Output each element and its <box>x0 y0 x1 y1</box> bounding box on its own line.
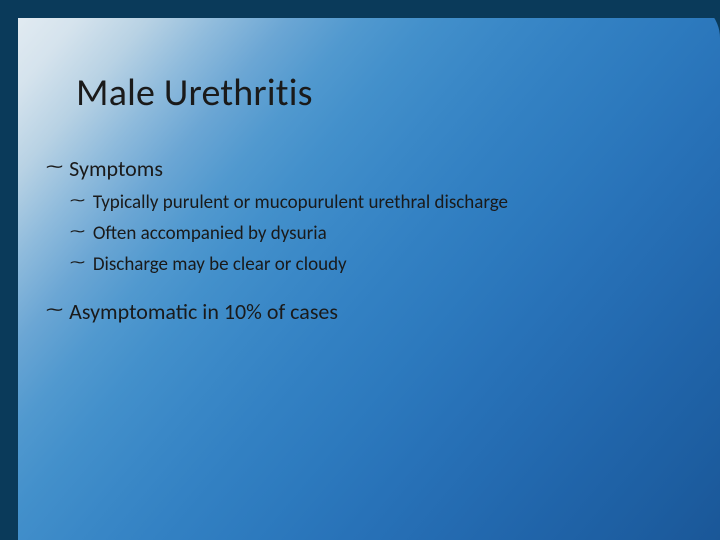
slide-title: Male Urethritis <box>76 70 313 116</box>
bullet-text: Symptoms <box>69 154 690 184</box>
bullet-text: Typically purulent or mucopurulent ureth… <box>93 190 690 217</box>
bullet-symptoms: ⁓ Symptoms <box>46 154 690 184</box>
bullet-asymptomatic: ⁓ Asymptomatic in 10% of cases <box>46 297 690 327</box>
bullet-glyph-icon: ⁓ <box>70 221 85 243</box>
bullet-glyph-icon: ⁓ <box>46 297 63 323</box>
bullet-text: Often accompanied by dysuria <box>93 221 690 248</box>
subbullet-clarity: ⁓ Discharge may be clear or cloudy <box>70 252 690 279</box>
bullet-text: Discharge may be clear or cloudy <box>93 252 690 279</box>
subbullet-dysuria: ⁓ Often accompanied by dysuria <box>70 221 690 248</box>
bullet-text: Asymptomatic in 10% of cases <box>69 297 690 327</box>
bullet-glyph-icon: ⁓ <box>70 190 85 212</box>
bullet-glyph-icon: ⁓ <box>70 252 85 274</box>
slide-inner: Male Urethritis ⁓ Symptoms ⁓ Typically p… <box>18 18 720 540</box>
slide-content: ⁓ Symptoms ⁓ Typically purulent or mucop… <box>46 154 690 332</box>
subbullet-discharge: ⁓ Typically purulent or mucopurulent ure… <box>70 190 690 217</box>
bullet-glyph-icon: ⁓ <box>46 154 63 180</box>
slide-container: Male Urethritis ⁓ Symptoms ⁓ Typically p… <box>0 0 720 540</box>
